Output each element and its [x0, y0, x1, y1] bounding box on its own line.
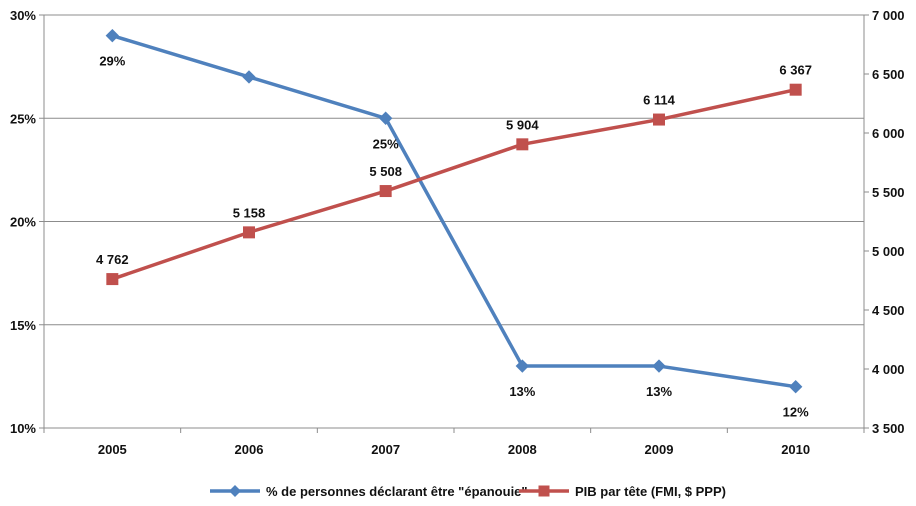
right-tick-label: 3 500 [872, 421, 905, 436]
happiness-data-label-2008: 13% [509, 384, 535, 399]
axes [39, 14, 869, 433]
happiness-data-label-2005: 29% [99, 54, 125, 69]
pib-data-label-2005: 4 762 [96, 252, 129, 267]
x-tick-label: 2008 [508, 442, 537, 457]
left-tick-label: 25% [10, 111, 36, 126]
pib-point-2005 [106, 273, 119, 286]
x-tick-label: 2009 [645, 442, 674, 457]
x-tick-label: 2007 [371, 442, 400, 457]
right-tick-label: 6 000 [872, 126, 905, 141]
pib-data-label-2007: 5 508 [369, 164, 402, 179]
happiness-data-label-2010: 12% [783, 405, 809, 420]
pib-data-label-2006: 5 158 [233, 205, 266, 220]
left-tick-label: 10% [10, 421, 36, 436]
happiness-point-2005 [105, 28, 120, 43]
happiness-data-label-2007: 25% [373, 136, 399, 151]
x-tick-label: 2005 [98, 442, 127, 457]
right-tick-label: 5 000 [872, 244, 905, 259]
left-axis-tick-labels: 10% 15% 20% 25% 30% [10, 8, 36, 436]
right-tick-label: 5 500 [872, 185, 905, 200]
left-tick-label: 20% [10, 215, 36, 230]
happiness-point-2007 [378, 111, 393, 125]
x-tick-label: 2010 [781, 442, 810, 457]
left-tick-label: 15% [10, 318, 36, 333]
happiness-point-2009 [652, 359, 666, 373]
legend-pib-label: PIB par tête (FMI, $ PPP) [575, 484, 726, 499]
happiness-point-2010 [788, 379, 803, 394]
right-tick-label: 7 000 [872, 8, 905, 23]
happiness-point-2008 [515, 359, 530, 373]
gridlines [44, 14, 864, 429]
pib-data-label-2009: 6 114 [643, 93, 676, 108]
legend: % de personnes déclarant être "épanouie"… [210, 484, 726, 499]
pib-data-label-2010: 6 367 [779, 63, 812, 78]
right-tick-label: 4 000 [872, 362, 905, 377]
data-labels: 29% 25% 13% 13% 12% 4 762 5 158 5 508 5 904 6 114… [96, 54, 812, 420]
legend-pib-marker [538, 485, 550, 497]
left-tick-label: 30% [10, 8, 36, 23]
pib-data-label-2008: 5 904 [506, 117, 539, 132]
pib-point-2007 [379, 185, 392, 198]
pib-point-2006 [243, 226, 255, 239]
pib-point-2010 [789, 83, 802, 96]
right-tick-label: 4 500 [872, 303, 905, 318]
legend-happiness-marker [229, 485, 241, 497]
pib-point-2008 [516, 138, 529, 151]
x-axis-tick-labels: 2005 2006 2007 2008 2009 2010 [98, 442, 810, 457]
happiness-series-line [111, 33, 796, 389]
pib-series-line [111, 87, 797, 281]
legend-happiness-label: % de personnes déclarant être "épanouie" [266, 484, 528, 499]
right-tick-label: 6 500 [872, 67, 905, 82]
series-layer [105, 28, 803, 394]
happiness-point-2006 [242, 70, 256, 84]
right-axis-tick-labels: 3 500 4 000 4 500 5 000 5 500 6 000 6 500 7 000 [872, 8, 905, 436]
pib-point-2009 [653, 113, 665, 126]
happiness-data-label-2009: 13% [646, 384, 672, 399]
x-tick-label: 2006 [235, 442, 264, 457]
